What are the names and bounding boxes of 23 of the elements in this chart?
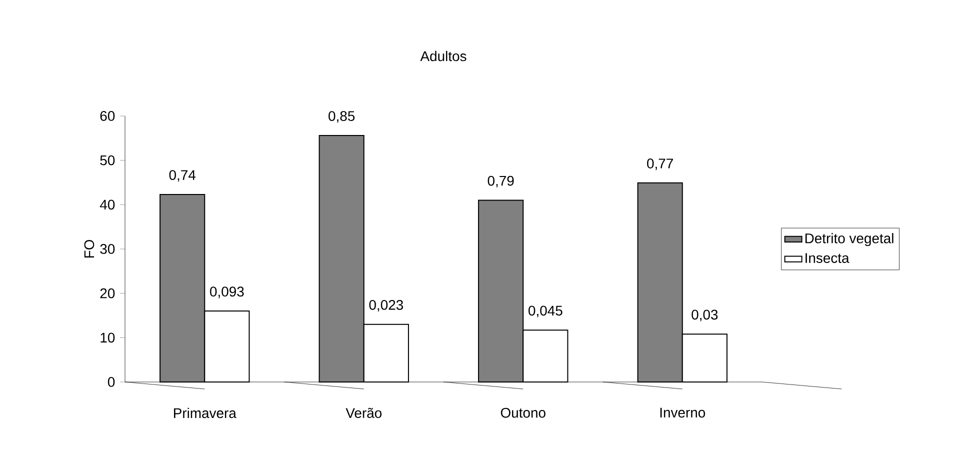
chart-title: Adultos bbox=[420, 50, 466, 62]
annotation: 0,85 bbox=[328, 111, 355, 123]
y-tick-label: 10 bbox=[100, 332, 115, 343]
y-tick-label: 60 bbox=[100, 111, 115, 121]
annotation: 0,093 bbox=[210, 286, 244, 298]
x-tick-label: Verão bbox=[346, 408, 382, 418]
y-tick-label: 20 bbox=[100, 288, 115, 298]
y-tick-label: 50 bbox=[100, 155, 115, 166]
legend-label: Insecta bbox=[806, 253, 850, 263]
x-tick-label: Primavera bbox=[174, 408, 236, 418]
y-tick-label: 0 bbox=[108, 377, 115, 387]
y-tick-label: 40 bbox=[100, 200, 115, 210]
annotation: 0,023 bbox=[369, 300, 404, 312]
annotation: 0,03 bbox=[692, 310, 718, 322]
annotation: 0,74 bbox=[169, 170, 196, 182]
y-tick-label: 30 bbox=[100, 244, 115, 254]
legend-label: Detrito vegetal bbox=[805, 233, 894, 246]
x-tick-label: Outono bbox=[500, 408, 546, 418]
annotation: 0,79 bbox=[488, 176, 514, 188]
annotation: 0,77 bbox=[647, 158, 673, 170]
x-tick-label: Inverno bbox=[660, 408, 706, 418]
y-axis-title: FO bbox=[84, 240, 94, 258]
annotation: 0,045 bbox=[528, 306, 562, 318]
